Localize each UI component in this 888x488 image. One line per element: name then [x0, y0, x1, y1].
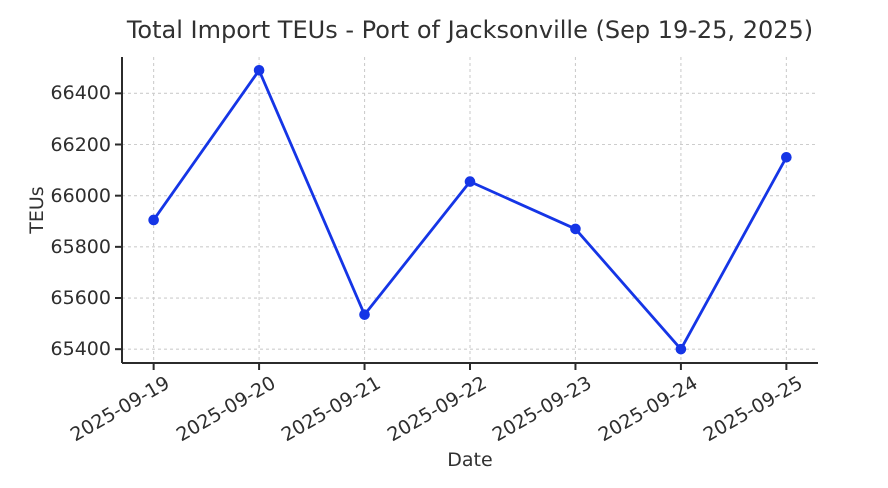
data-point-marker [359, 309, 370, 320]
data-point-marker [464, 176, 476, 187]
data-point-marker [148, 214, 159, 226]
data-point-marker [570, 223, 581, 235]
data-point-marker [253, 65, 265, 76]
chart-title: Total Import TEUs - Port of Jacksonville… [126, 16, 814, 44]
data-point-marker [781, 151, 792, 163]
data-point-marker [675, 343, 687, 355]
x-axis-title: Date [447, 449, 493, 471]
